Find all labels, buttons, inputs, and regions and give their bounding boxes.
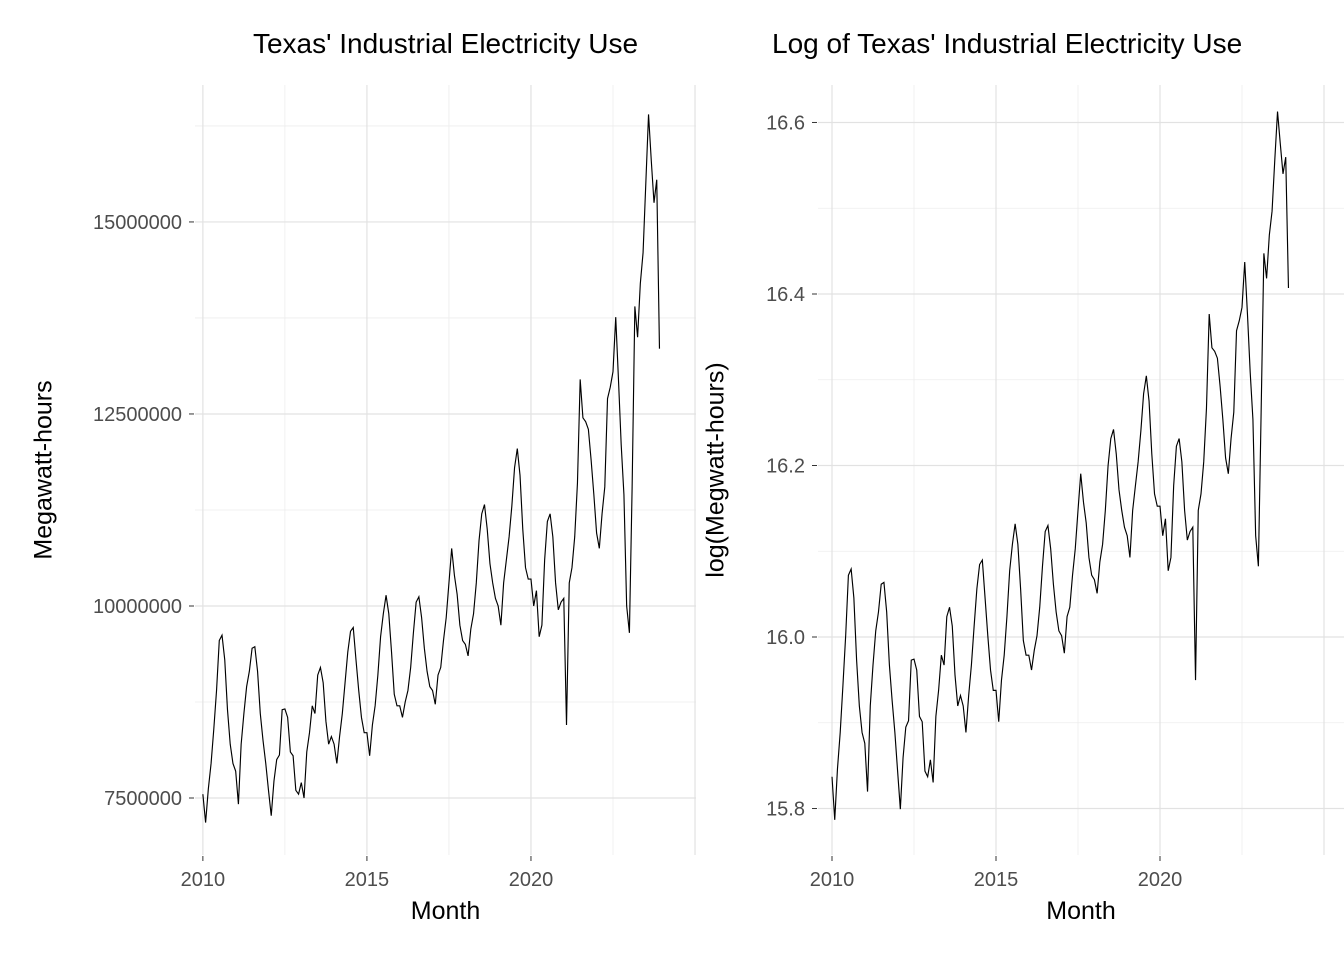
right-chart-title: Log of Texas' Industrial Electricity Use xyxy=(772,28,1243,59)
x-tick-label: 2015 xyxy=(345,869,390,891)
y-tick-label: 12500000 xyxy=(93,404,182,426)
data-line-series xyxy=(202,114,661,823)
data-line-series xyxy=(831,111,1290,820)
y-tick-label: 15.8 xyxy=(766,799,805,821)
y-tick-label: 16.0 xyxy=(766,627,805,649)
right-x-axis-title: Month xyxy=(1046,897,1116,925)
x-tick-label: 2010 xyxy=(181,869,226,891)
left-x-axis-title: Month xyxy=(410,897,481,925)
x-tick-label: 2015 xyxy=(974,869,1019,891)
y-tick-label: 16.2 xyxy=(766,455,805,477)
x-tick-label: 2020 xyxy=(1138,869,1183,891)
y-tick-label: 15000000 xyxy=(93,212,182,234)
y-tick-label: 16.6 xyxy=(766,112,805,134)
y-tick-label: 10000000 xyxy=(93,596,182,618)
left-plot-svg: 2010 2015 2020 7500000 10000000 12500000 15000… xyxy=(93,85,696,891)
left-chart-title: Texas' Industrial Electricity Use xyxy=(252,28,639,59)
x-tick-label: 2020 xyxy=(509,869,554,891)
x-tick-label: 2010 xyxy=(810,869,855,891)
y-tick-label: 16.4 xyxy=(766,284,805,306)
right-plot-svg: 2010 2015 2020 15.8 16.0 16.2 16.4 16.6 xyxy=(766,85,1344,891)
right-y-axis-title: log(Megwatt-hours) xyxy=(701,362,730,578)
y-tick-label: 7500000 xyxy=(104,788,182,810)
left-y-axis-title: Megawatt-hours xyxy=(29,380,58,560)
